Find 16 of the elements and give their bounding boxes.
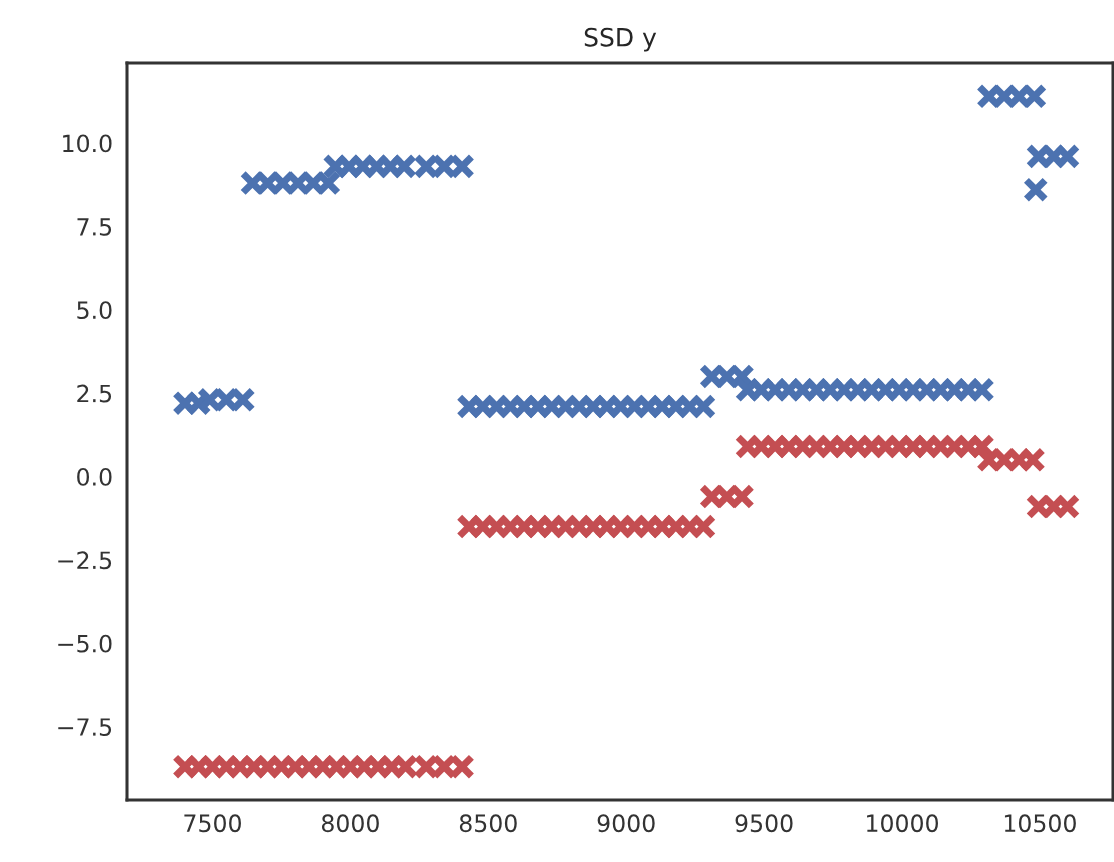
y-tick-label: 0.0 — [77, 467, 112, 486]
x-tick-label: 9500 — [735, 814, 793, 833]
x-tick-label: 9000 — [597, 814, 655, 833]
y-tick-label: −2.5 — [58, 551, 112, 570]
x-tick-label: 8000 — [321, 814, 379, 833]
y-tick-label: −5.0 — [58, 634, 112, 653]
y-tick-label: 2.5 — [77, 384, 112, 403]
x-tick-label: 10000 — [867, 814, 938, 833]
y-tick-label: 5.0 — [77, 301, 112, 320]
y-tick-label: 7.5 — [77, 218, 112, 236]
y-tick-label: 10.0 — [63, 134, 112, 153]
x-tick-label: 10500 — [1004, 814, 1076, 833]
x-tick-label: 8500 — [459, 814, 517, 833]
x-tick-label: 7500 — [184, 814, 241, 833]
chart-title: SSD y — [584, 27, 657, 52]
y-tick-label: −7.5 — [58, 718, 112, 736]
